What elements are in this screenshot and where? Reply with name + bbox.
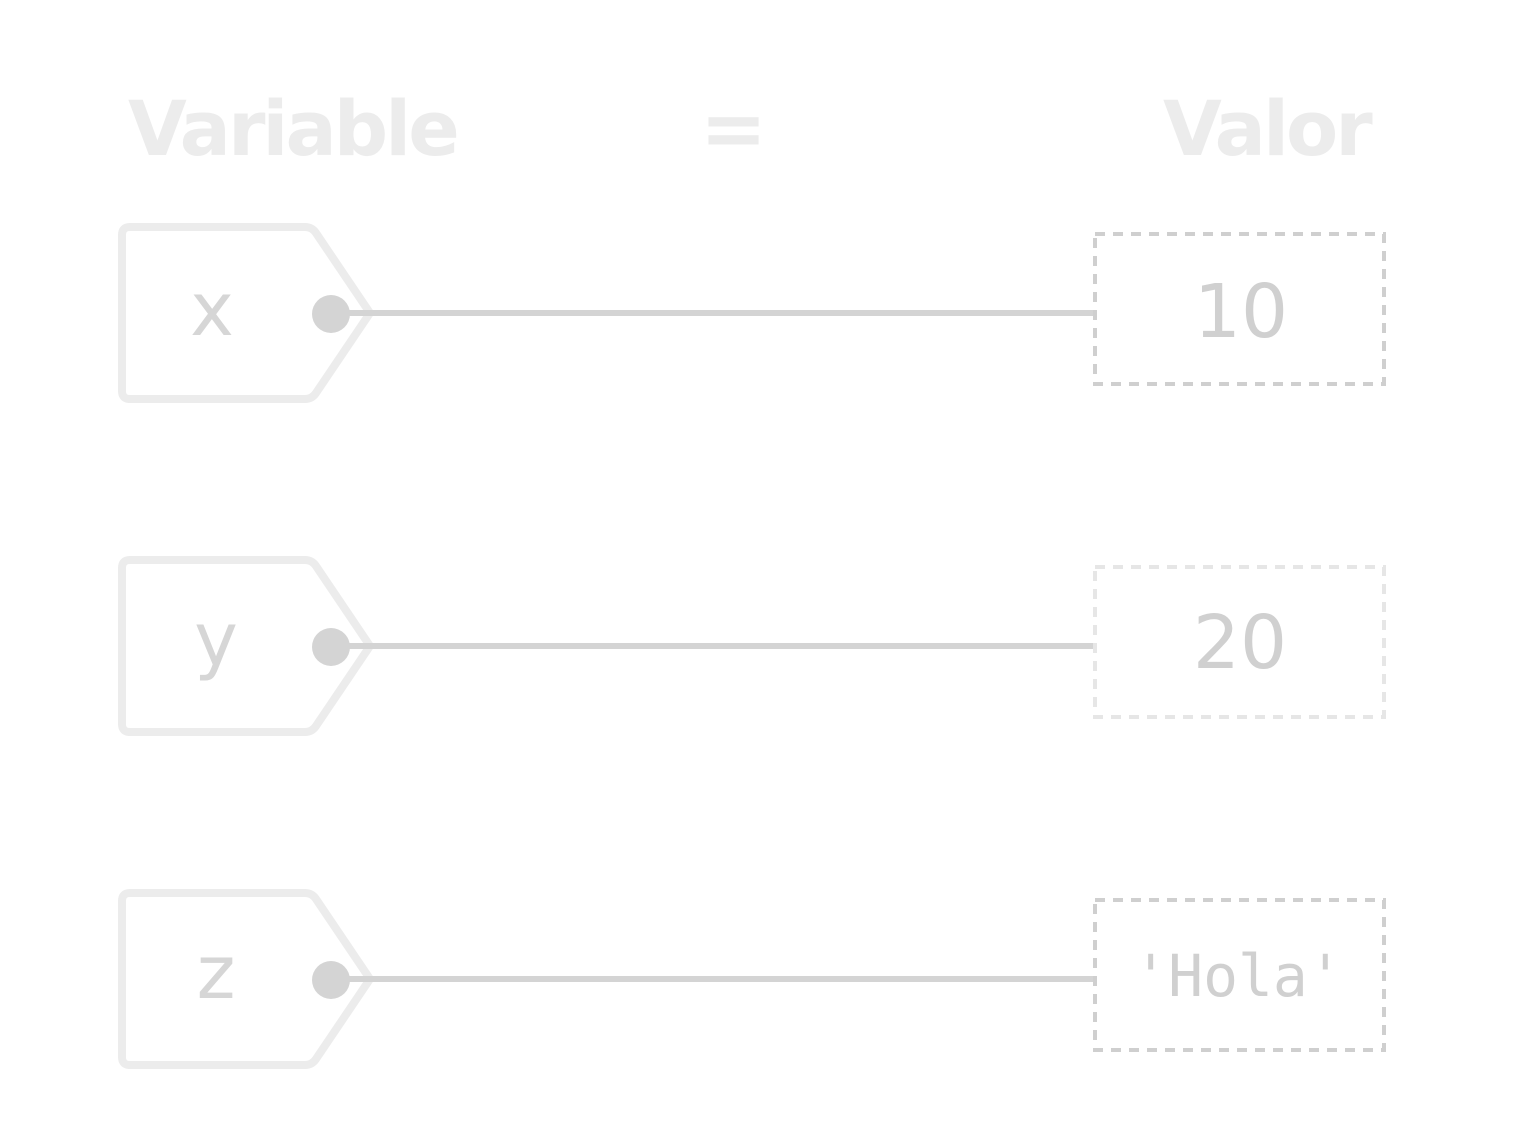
value-column-heading: Valor [1163,84,1373,173]
assignment-row: y 20 [118,556,1386,736]
assignment-row: z 'Hola' [118,889,1386,1069]
variable-name: z [197,930,236,1016]
variable-column-heading: Variable [128,84,460,173]
value-text: 'Hola' [1133,942,1343,1010]
connector-dot [312,295,350,333]
connector-dot [312,961,350,999]
variable-name: y [194,597,238,683]
variable-tag [118,889,374,1069]
variable-name: x [190,267,234,353]
value-box [1093,232,1386,386]
assignment-row: x 10 [118,223,1386,403]
variable-tag [118,223,374,403]
value-text: 20 [1193,600,1287,686]
connector-dot [312,628,350,666]
value-box [1093,898,1386,1052]
value-box [1093,565,1386,719]
value-text: 10 [1194,269,1288,355]
variable-tag [118,556,374,736]
equals-heading: = [700,82,768,175]
